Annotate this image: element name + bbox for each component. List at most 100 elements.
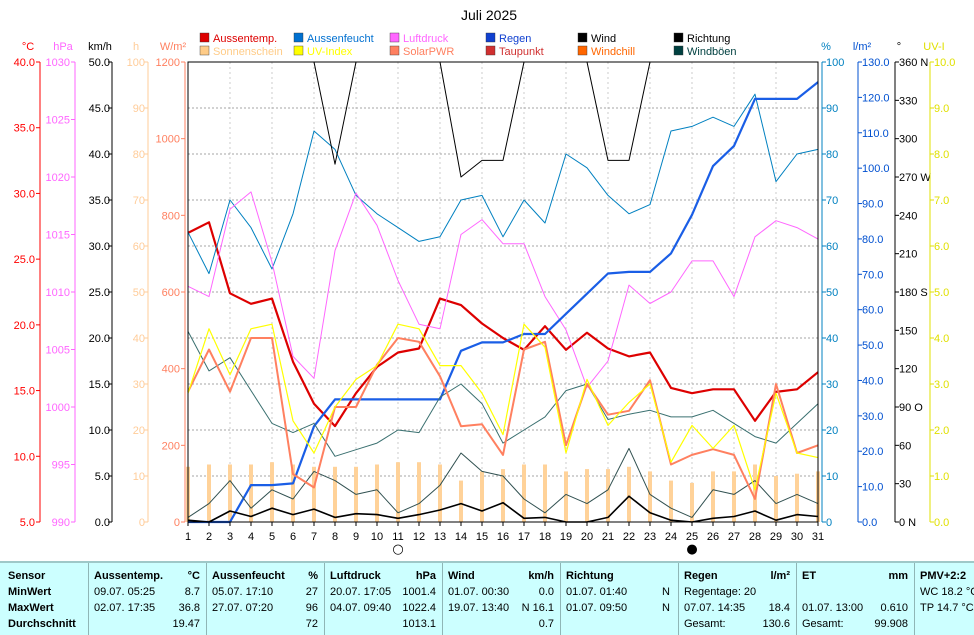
- axis-tick-label-uv: 8.0: [934, 149, 949, 161]
- legend-swatch: [389, 32, 400, 43]
- axis-tick-label-press: 1005: [46, 345, 70, 357]
- axis-tick-label-uv: 0.0: [934, 517, 949, 529]
- x-tick-label: 20: [581, 531, 593, 543]
- sunshine-bars: [186, 462, 820, 522]
- wind-min: 0.0: [538, 586, 554, 598]
- axis-tick-label-uv: 6.0: [934, 241, 949, 253]
- x-tick-label: 4: [248, 531, 254, 543]
- axis-tick-label-uv: 1.0: [934, 471, 949, 483]
- rain-total: 130.6: [762, 618, 790, 630]
- temp-avg: 19.47: [172, 618, 200, 630]
- sunshine-bar: [501, 469, 505, 522]
- hum-unit: %: [308, 570, 318, 582]
- axis-tick-label-rain: 30.0: [862, 411, 883, 423]
- pmv-dewpoint: TP 14.7 °C: [920, 602, 974, 614]
- axis-tick-label-uv: 7.0: [934, 195, 949, 207]
- axis-tick-label-solar: 600: [162, 287, 180, 299]
- axis-tick-label-dir: 120: [899, 364, 917, 376]
- axis-tick-label-hum: 10: [826, 471, 838, 483]
- et-total-label: Gesamt:: [802, 618, 844, 630]
- legend-swatch: [673, 32, 684, 43]
- axis-tick-label-wind: 10.0: [89, 425, 110, 437]
- axis-tick-label-rain: 130.0: [862, 57, 890, 69]
- legend-swatch: [577, 32, 588, 43]
- hum-min-time: 05.07. 17:10: [212, 586, 274, 598]
- moon-marker: ●: [686, 542, 697, 557]
- axis-tick-label-rain: 20.0: [862, 446, 883, 458]
- sunshine-bar: [543, 464, 547, 522]
- axis-unit-uv: UV-I: [923, 41, 944, 53]
- axis-tick-label-temp: 20.0: [14, 320, 35, 332]
- axis-tick-label-press: 1000: [46, 402, 70, 414]
- axis-tick-label-uv: 10.0: [934, 57, 955, 69]
- axis-tick-label-rain: 70.0: [862, 269, 883, 281]
- legend-label: Regen: [499, 33, 531, 45]
- dir-header: Richtung: [566, 570, 614, 582]
- sunshine-bar: [438, 464, 442, 522]
- legend-swatch: [673, 45, 684, 56]
- sunshine-bar: [228, 464, 232, 522]
- series-line: [187, 323, 819, 491]
- axis-tick-label-hum: 100: [826, 57, 844, 69]
- axis-tick-label-hum: 90: [826, 103, 838, 115]
- x-tick-label: 12: [413, 531, 425, 543]
- legend-swatch: [199, 45, 210, 56]
- axis-unit-solar: W/m²: [160, 41, 187, 53]
- x-tick-label: 2: [206, 531, 212, 543]
- row-label-avg: Durchschnitt: [8, 618, 76, 630]
- sunshine-bar: [417, 462, 421, 522]
- temp-unit: °C: [187, 570, 200, 582]
- legend-label: Aussenfeucht: [307, 33, 374, 45]
- sunshine-bar: [648, 471, 652, 522]
- axis-tick-label-sun: 80: [133, 149, 145, 161]
- sunshine-bar: [753, 464, 757, 522]
- col-sep: [442, 563, 443, 635]
- series-line: [187, 221, 819, 428]
- sunshine-bar: [270, 462, 274, 522]
- axis-tick-label-solar: 1200: [156, 57, 180, 69]
- axis-tick-label-temp: 25.0: [14, 254, 35, 266]
- axis-tick-label-uv: 2.0: [934, 425, 949, 437]
- legend-label: Richtung: [687, 33, 730, 45]
- axis-tick-label-dir: 180 S: [899, 287, 928, 299]
- legend-swatch: [293, 45, 304, 56]
- axis-tick-label-dir: 60: [899, 440, 911, 452]
- weather-chart: Juli 2025 5.010.015.020.025.030.035.040.…: [13, 7, 956, 557]
- x-tick-label: 31: [812, 531, 824, 543]
- temp-max: 36.8: [178, 602, 200, 614]
- wind-unit: km/h: [528, 570, 554, 582]
- axis-tick-label-dir: 0 N: [899, 517, 916, 529]
- sunshine-bar: [480, 471, 484, 522]
- axis-tick-label-press: 1030: [46, 57, 70, 69]
- hum-min: 27: [305, 586, 318, 598]
- sunshine-bar: [627, 466, 631, 522]
- dir-min-time: 01.07. 01:40: [566, 586, 628, 598]
- legend-label: Luftdruck: [403, 33, 449, 45]
- axis-unit-sun: h: [133, 41, 139, 53]
- x-tick-label: 17: [518, 531, 530, 543]
- axis-unit-hum: %: [821, 41, 831, 53]
- axis-tick-label-wind: 25.0: [89, 287, 110, 299]
- x-tick-label: 13: [434, 531, 446, 543]
- col-sep: [678, 563, 679, 635]
- axis-tick-label-uv: 5.0: [934, 287, 949, 299]
- axis-tick-label-sun: 50: [133, 287, 145, 299]
- sunshine-bar: [732, 471, 736, 522]
- x-tick-label: 18: [539, 531, 551, 543]
- x-tick-label: 30: [791, 531, 803, 543]
- axis-unit-temp: °C: [22, 41, 34, 53]
- axis-tick-label-hum: 40: [826, 333, 838, 345]
- dir-max-time: 01.07. 09:50: [566, 602, 628, 614]
- press-max: 1022.4: [402, 602, 436, 614]
- sunshine-bar: [585, 469, 589, 522]
- axis-unit-wind: km/h: [88, 41, 112, 53]
- axis-tick-label-wind: 15.0: [89, 379, 110, 391]
- hum-header: Aussenfeucht: [212, 570, 285, 582]
- axis-tick-label-press: 1010: [46, 287, 70, 299]
- axis-tick-label-rain: 50.0: [862, 340, 883, 352]
- axis-tick-label-dir: 30: [899, 479, 911, 491]
- sunshine-bar: [774, 476, 778, 522]
- series-lines: [187, 61, 819, 524]
- pmv-windchill: WC 18.2 °C: [920, 586, 974, 598]
- rain-days: Regentage: 20: [684, 586, 757, 598]
